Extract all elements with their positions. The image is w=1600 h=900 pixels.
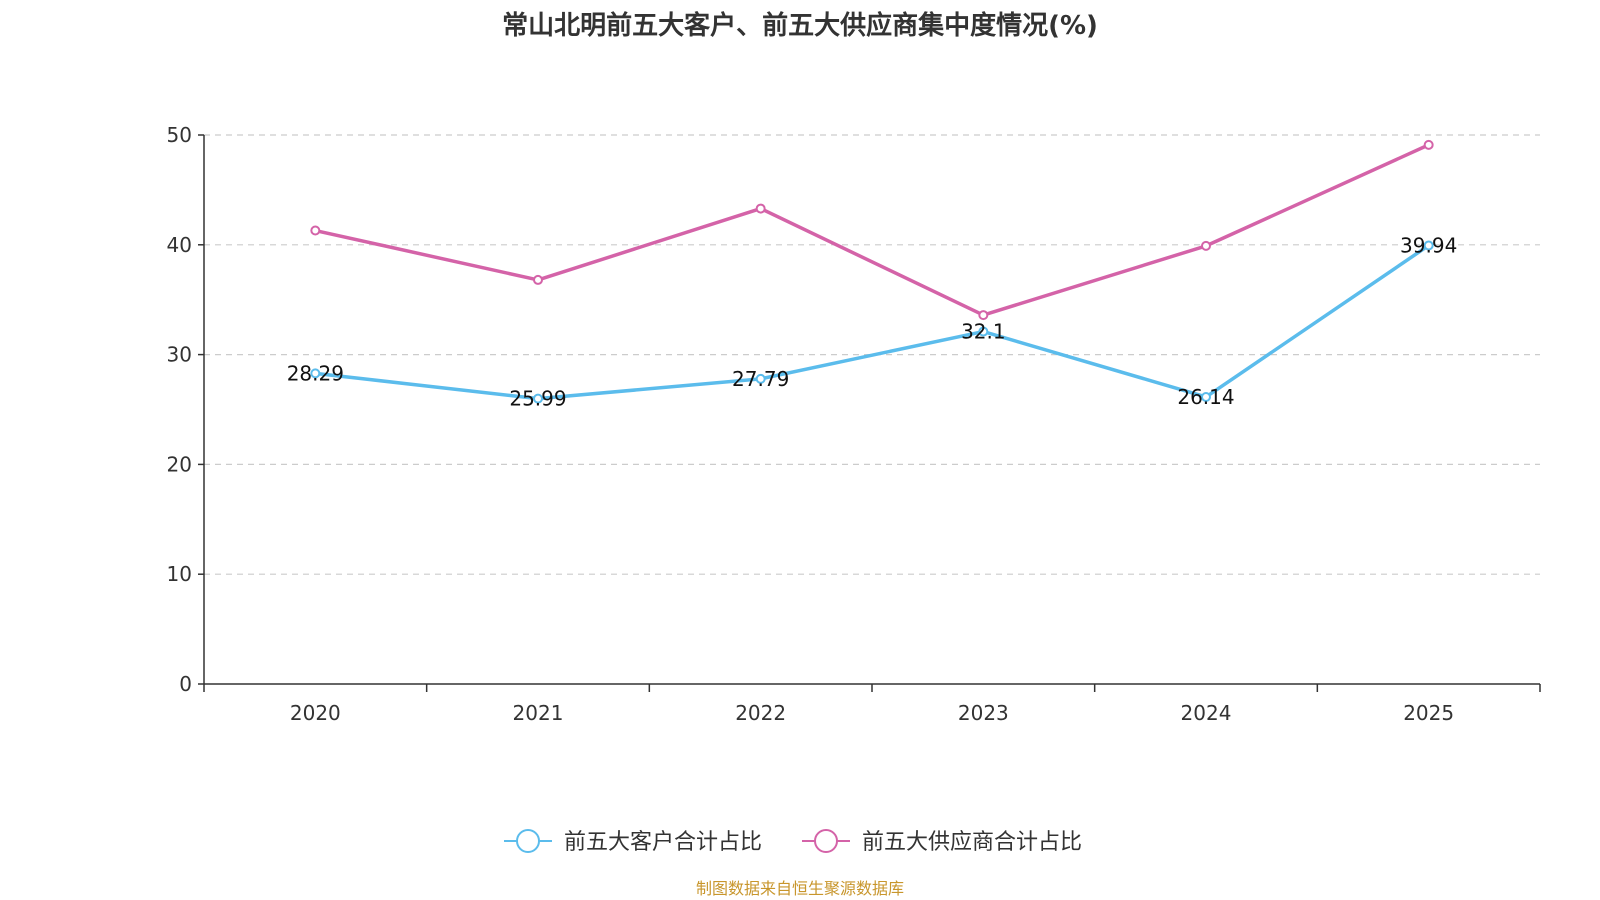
y-tick-label: 40: [167, 233, 192, 257]
data-label: 27.79: [732, 367, 789, 391]
data-point[interactable]: [978, 310, 989, 321]
y-tick-label: 20: [167, 452, 192, 476]
data-point[interactable]: [1201, 240, 1211, 251]
data-label: 28.29: [287, 361, 344, 385]
x-tick-label: 2024: [1181, 701, 1232, 725]
data-point[interactable]: [533, 274, 543, 285]
data-point[interactable]: [978, 326, 989, 337]
series-layer: [310, 139, 1434, 404]
legend-marker-customers: [516, 829, 540, 853]
data-point[interactable]: [310, 368, 321, 379]
x-tick-label: 2023: [958, 701, 1009, 725]
data-point[interactable]: [533, 393, 543, 404]
data-labels: 28.29 25.99 27.79 32.1 26.14 39.94: [287, 233, 1458, 410]
data-label: 25.99: [509, 387, 566, 411]
data-point[interactable]: [755, 203, 766, 214]
legend-item-customers[interactable]: 前五大客户合计占比: [504, 829, 762, 855]
x-tick-label: 2021: [513, 701, 564, 725]
legend-marker-suppliers: [814, 829, 838, 853]
legend: 前五大客户合计占比 前五大供应商合计占比: [504, 829, 1082, 855]
y-tick-label: 10: [167, 562, 192, 586]
data-point[interactable]: [1423, 240, 1434, 251]
grid: [204, 134, 1540, 575]
axes: 0 10 20 30 40 50 2020 2021 2022 2023 2024 2025: [167, 123, 1541, 725]
data-point[interactable]: [1423, 139, 1434, 150]
x-tick-label: 2025: [1403, 701, 1454, 725]
y-tick-label: 0: [179, 672, 192, 696]
source-note: 制图数据来自恒生聚源数据库: [696, 879, 904, 898]
x-tick-label: 2022: [735, 701, 786, 725]
legend-label-customers: 前五大客户合计占比: [564, 830, 762, 855]
legend-item-suppliers[interactable]: 前五大供应商合计占比: [802, 829, 1082, 855]
data-point[interactable]: [310, 225, 321, 236]
chart-title: 常山北明前五大客户、前五大供应商集中度情况(%): [502, 10, 1098, 41]
legend-label-suppliers: 前五大供应商合计占比: [862, 830, 1082, 855]
data-label: 26.14: [1177, 385, 1234, 409]
data-label: 39.94: [1400, 233, 1457, 257]
x-tick-label: 2020: [290, 701, 341, 725]
data-label: 32.1: [961, 320, 1006, 344]
series-line-1: [314, 143, 1430, 317]
y-tick-label: 30: [167, 343, 192, 367]
y-tick-label: 50: [167, 123, 192, 147]
data-point[interactable]: [1201, 391, 1211, 402]
data-point[interactable]: [755, 373, 766, 384]
series-line-0: [315, 244, 1430, 401]
